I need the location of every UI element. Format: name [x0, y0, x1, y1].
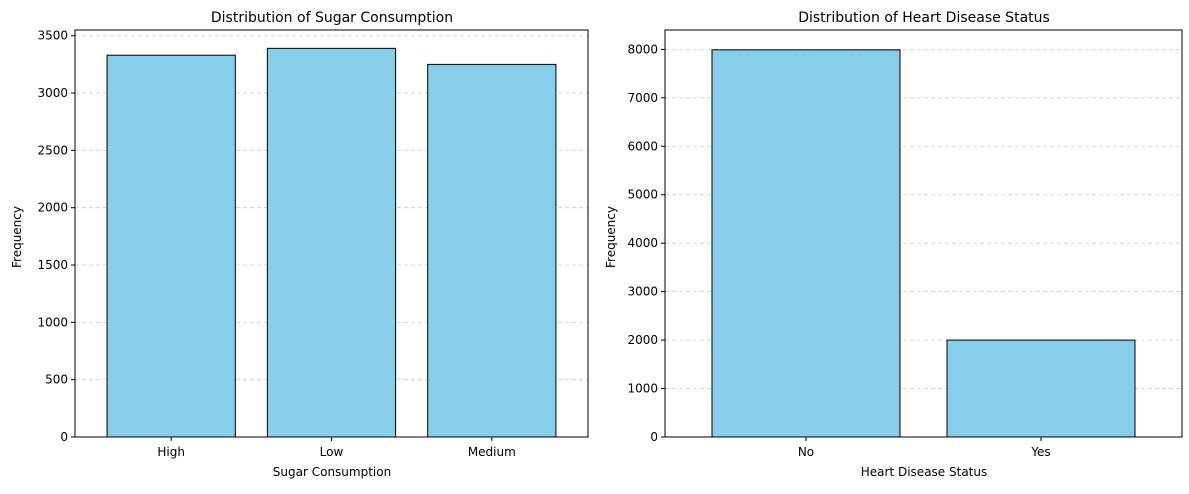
y-tick-label: 1000	[37, 315, 68, 329]
x-axis-label: Heart Disease Status	[861, 465, 987, 479]
bar-low	[266, 47, 397, 438]
bar-yes	[946, 339, 1136, 438]
y-tick-label: 3000	[627, 285, 658, 299]
axes-frame	[664, 29, 1183, 438]
y-tick-label: 8000	[627, 42, 658, 56]
y-tick-label: 4000	[627, 236, 658, 250]
y-tick-label: 1500	[37, 258, 68, 272]
x-ticks: High Low Medium	[157, 437, 516, 459]
x-tick-label: Yes	[1030, 445, 1050, 459]
x-tick-label: High	[157, 445, 185, 459]
axes	[664, 29, 1183, 438]
y-tick-label: 5000	[627, 188, 658, 202]
bar-high	[106, 54, 236, 438]
y-tick-label: 2500	[37, 143, 68, 157]
y-tick-label: 0	[60, 430, 68, 444]
x-tick-label: No	[798, 445, 814, 459]
chart-title: Distribution of Heart Disease Status	[798, 10, 1050, 26]
y-tick-label: 2000	[37, 201, 68, 215]
bar-no	[711, 49, 901, 438]
y-axis-label: Frequency	[10, 206, 24, 268]
y-tick-label: 6000	[627, 139, 658, 153]
y-tick-label: 3500	[37, 29, 68, 43]
y-tick-label: 7000	[627, 91, 658, 105]
sugar-consumption-chart: Distribution of Sugar Consumption 0 500 10…	[10, 10, 589, 479]
x-ticks: No Yes	[798, 437, 1051, 459]
y-tick-label: 0	[650, 430, 658, 444]
y-tick-label: 3000	[37, 86, 68, 100]
bars	[711, 49, 1136, 438]
x-axis-label: Sugar Consumption	[273, 465, 391, 479]
y-ticks: 0 1000 2000 3000 4000 5000 6000 7000 8000	[627, 42, 665, 444]
heart-disease-status-chart: Distribution of Heart Disease Status 0 10…	[604, 10, 1183, 479]
y-tick-label: 1000	[627, 382, 658, 396]
x-tick-label: Medium	[468, 445, 516, 459]
y-tick-label: 500	[45, 373, 68, 387]
y-axis-label: Frequency	[604, 206, 618, 268]
bars	[106, 47, 557, 438]
chart-title: Distribution of Sugar Consumption	[211, 10, 453, 26]
y-tick-label: 2000	[627, 333, 658, 347]
bar-medium	[427, 63, 557, 438]
y-ticks: 0 500 1000 1500 2000 2500 3000 3500	[37, 29, 75, 444]
x-tick-label: Low	[320, 445, 344, 459]
